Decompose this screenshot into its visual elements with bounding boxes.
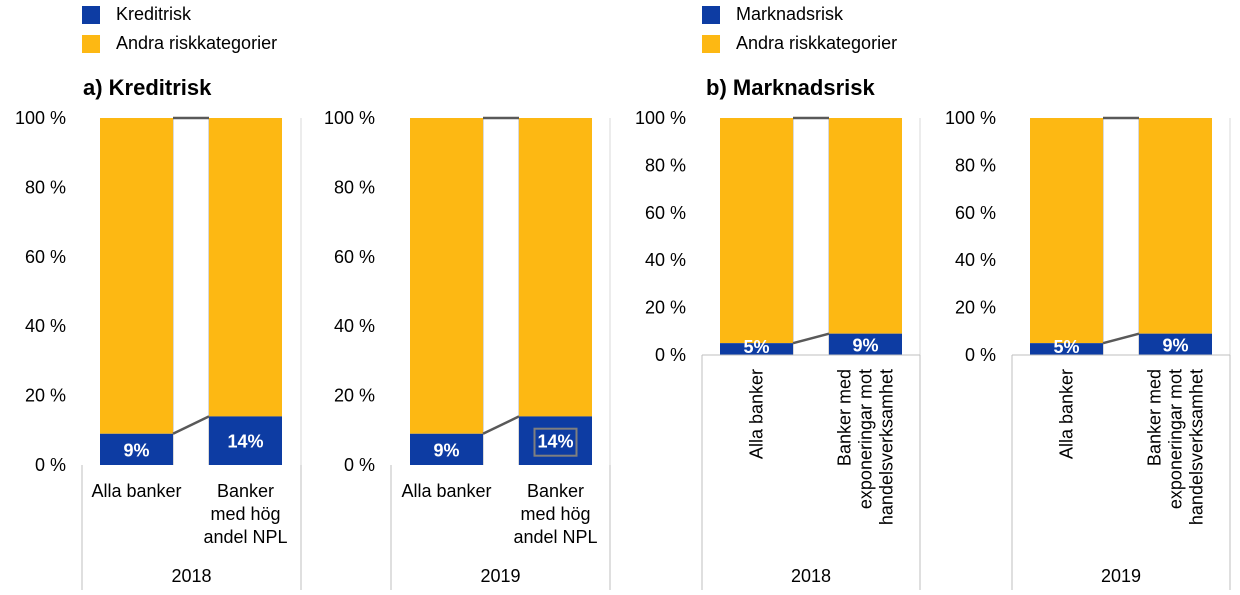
y-tick-label: 20 % [25, 386, 66, 406]
data-label: 5% [743, 337, 769, 357]
panel-title-kreditrisk: a) Kreditrisk [83, 75, 212, 100]
y-tick-label: 40 % [334, 316, 375, 336]
legend-label: Andra riskkategorier [736, 33, 898, 53]
category-label: exponeringar mot [1166, 369, 1186, 509]
year-label: 2018 [791, 566, 831, 586]
category-label: Alla banker [747, 369, 767, 459]
category-label: Alla banker [1057, 369, 1077, 459]
year-label: 2019 [1101, 566, 1141, 586]
year-label: 2018 [171, 566, 211, 586]
y-tick-label: 20 % [955, 298, 996, 318]
y-tick-label: 80 % [25, 177, 66, 197]
bar-segment-other [829, 118, 902, 334]
legend-item: Andra riskkategorier [702, 29, 897, 58]
year-label: 2019 [480, 566, 520, 586]
bar-segment-risk [829, 333, 902, 355]
legend-marknadsrisk: Marknadsrisk Andra riskkategorier [702, 0, 897, 58]
category-label: Banker med [835, 369, 855, 466]
y-tick-label: 100 % [324, 108, 375, 128]
bar-segment-risk [519, 416, 592, 465]
bar-segment-other [519, 118, 592, 417]
y-tick-label: 40 % [25, 316, 66, 336]
y-tick-label: 40 % [645, 250, 686, 270]
legend-swatch-yellow [82, 34, 100, 53]
y-tick-label: 0 % [344, 455, 375, 475]
y-tick-label: 0 % [965, 345, 996, 365]
y-tick-label: 20 % [334, 386, 375, 406]
y-tick-label: 60 % [955, 203, 996, 223]
bar-segment-risk [720, 343, 793, 355]
legend-item: Kreditrisk [82, 0, 277, 29]
data-label: 14% [227, 432, 263, 452]
legend-swatch-yellow [702, 34, 720, 53]
category-label: Banker med [1145, 369, 1165, 466]
data-label: 9% [852, 335, 878, 355]
bar-segment-other [720, 118, 793, 344]
bar-segment-risk [100, 433, 173, 465]
y-tick-label: 60 % [645, 203, 686, 223]
y-tick-label: 40 % [955, 250, 996, 270]
category-label: Banker [527, 481, 584, 501]
data-label: 9% [433, 440, 459, 460]
bar-segment-other [410, 118, 483, 434]
category-label: Alla banker [401, 481, 491, 501]
y-tick-label: 100 % [15, 108, 66, 128]
panel-title-marknadsrisk: b) Marknadsrisk [706, 75, 875, 100]
category-label: handelsverksamhet [877, 369, 897, 525]
y-tick-label: 100 % [635, 108, 686, 128]
data-label: 9% [1162, 335, 1188, 355]
y-tick-label: 80 % [334, 177, 375, 197]
series-line-risk [1102, 332, 1140, 345]
category-label: med hög [210, 504, 280, 524]
category-label: exponeringar mot [856, 369, 876, 509]
legend-label: Kreditrisk [116, 4, 192, 24]
y-tick-label: 80 % [645, 155, 686, 175]
bar-segment-risk [1139, 333, 1212, 355]
y-tick-label: 80 % [955, 155, 996, 175]
legend-kreditrisk: Kreditrisk Andra riskkategorier [82, 0, 277, 58]
data-label: 5% [1053, 337, 1079, 357]
series-line-risk [172, 415, 210, 435]
legend-label: Marknadsrisk [736, 4, 844, 24]
bar-segment-risk [410, 433, 483, 465]
category-label: andel NPL [513, 527, 597, 547]
category-label: handelsverksamhet [1187, 369, 1207, 525]
category-label: Alla banker [91, 481, 181, 501]
bar-segment-risk [1030, 343, 1103, 355]
legend-swatch-blue [82, 5, 100, 24]
data-label-highlight [533, 427, 578, 457]
legend-item: Andra riskkategorier [82, 29, 277, 58]
bar-segment-other [209, 118, 282, 417]
y-tick-label: 0 % [35, 455, 66, 475]
category-label: med hög [520, 504, 590, 524]
y-tick-label: 0 % [655, 345, 686, 365]
series-line-risk [792, 332, 830, 345]
y-tick-label: 20 % [645, 298, 686, 318]
category-label: Banker [217, 481, 274, 501]
data-label: 9% [123, 440, 149, 460]
bar-segment-other [1030, 118, 1103, 344]
legend-label: Andra riskkategorier [116, 33, 278, 53]
category-label: andel NPL [203, 527, 287, 547]
data-label: 14% [537, 432, 573, 452]
y-tick-label: 60 % [334, 247, 375, 267]
bar-segment-risk [209, 416, 282, 465]
legend-swatch-blue [702, 5, 720, 24]
bar-segment-other [1139, 118, 1212, 334]
y-tick-label: 60 % [25, 247, 66, 267]
legend-item: Marknadsrisk [702, 0, 897, 29]
bar-segment-other [100, 118, 173, 434]
y-tick-label: 100 % [945, 108, 996, 128]
series-line-risk [482, 415, 520, 435]
